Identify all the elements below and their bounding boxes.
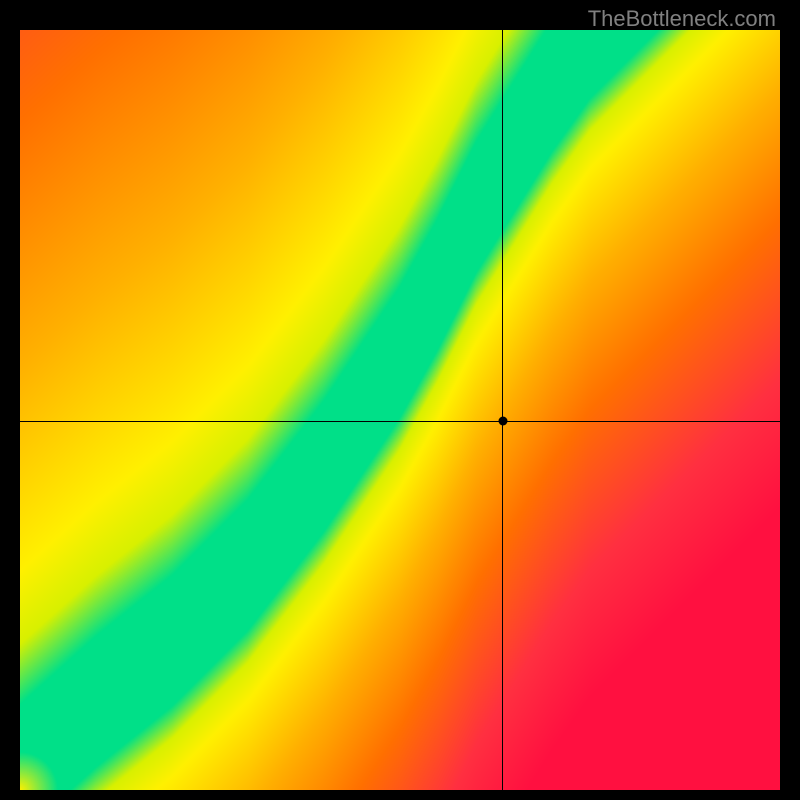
- watermark-text: TheBottleneck.com: [588, 6, 776, 32]
- crosshair-vertical: [502, 30, 503, 790]
- crosshair-marker: [498, 417, 507, 426]
- crosshair-horizontal: [20, 421, 780, 422]
- chart-container: TheBottleneck.com: [0, 0, 800, 800]
- heatmap-canvas: [20, 30, 780, 790]
- plot-area: [20, 30, 780, 790]
